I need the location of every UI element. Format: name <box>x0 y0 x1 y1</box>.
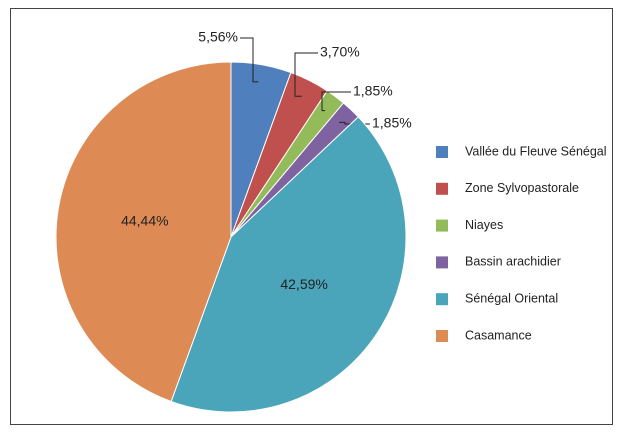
legend-label: Casamance <box>465 328 532 342</box>
legend-swatch <box>436 293 448 306</box>
pie-slice <box>170 116 407 413</box>
data-label: 1,85% <box>372 115 412 131</box>
legend-swatch <box>436 182 448 195</box>
leader-line <box>321 91 351 112</box>
data-label: 3,70% <box>320 44 360 60</box>
data-label: 1,85% <box>353 83 393 99</box>
leader-line <box>294 52 318 97</box>
legend-label: Niayes <box>465 218 503 232</box>
data-label: 42,59% <box>280 276 327 292</box>
legend-swatch <box>436 330 448 342</box>
pie-slice <box>55 61 232 403</box>
legend-swatch <box>436 256 448 269</box>
pie: 5,56% 3,70% 1,85% 1,85% 42,59% 44,44% <box>55 29 412 413</box>
legend-label: Bassin arachidier <box>465 255 561 269</box>
data-label: 5,56% <box>198 29 238 45</box>
legend-label: Vallée du Fleuve Sénégal <box>465 144 607 158</box>
legend-swatch <box>436 219 448 232</box>
legend-swatch <box>436 146 448 158</box>
legend-label: Zone Sylvopastorale <box>465 181 579 195</box>
leader-line <box>240 37 259 83</box>
legend-label: Sénégal Oriental <box>465 291 558 305</box>
data-label: 44,44% <box>121 213 168 229</box>
legend: Vallée du Fleuve Sénégal Zone Sylvopastor… <box>436 144 607 342</box>
